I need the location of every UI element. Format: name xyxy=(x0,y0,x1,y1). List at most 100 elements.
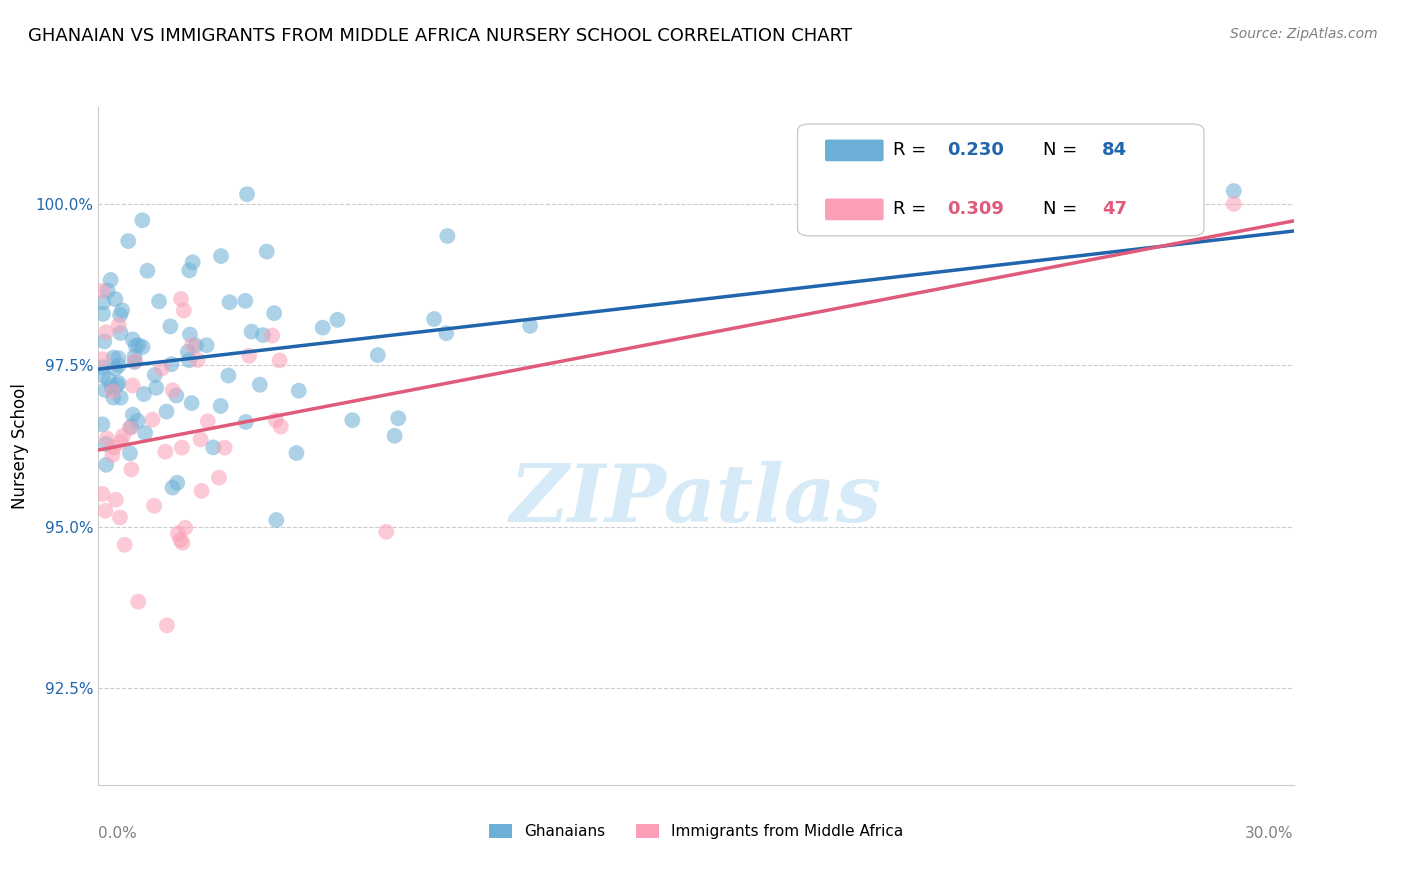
Point xyxy=(110,326,132,340)
Point xyxy=(118,421,141,435)
Point xyxy=(91,352,114,367)
Point xyxy=(436,229,458,244)
Point xyxy=(162,481,184,495)
Point xyxy=(91,368,114,383)
Point xyxy=(233,293,256,308)
Point xyxy=(159,319,181,334)
Point xyxy=(236,187,259,202)
Text: N =: N = xyxy=(1043,201,1083,219)
Text: R =: R = xyxy=(893,142,932,160)
Point xyxy=(264,413,287,427)
FancyBboxPatch shape xyxy=(825,139,883,161)
Point xyxy=(124,354,146,368)
Point xyxy=(155,404,177,418)
Point xyxy=(262,328,284,343)
Point xyxy=(181,338,204,352)
Point xyxy=(208,471,231,485)
Point xyxy=(174,521,197,535)
Point xyxy=(197,414,219,428)
Point xyxy=(160,357,183,371)
Y-axis label: Nursery School: Nursery School xyxy=(11,383,28,509)
Point xyxy=(127,414,149,428)
Point xyxy=(101,384,124,399)
Point xyxy=(94,383,117,397)
Point xyxy=(118,446,141,460)
Point xyxy=(156,618,179,632)
Point xyxy=(195,338,218,352)
Point xyxy=(108,308,131,322)
Point xyxy=(387,411,409,425)
Point xyxy=(131,340,153,354)
Text: Source: ZipAtlas.com: Source: ZipAtlas.com xyxy=(1230,27,1378,41)
Point xyxy=(94,458,117,472)
Point xyxy=(1223,197,1246,211)
Point xyxy=(111,429,134,443)
Point xyxy=(270,419,292,434)
Point xyxy=(103,391,125,405)
Point xyxy=(202,441,225,455)
Point xyxy=(172,535,194,549)
Point xyxy=(179,263,201,277)
Point xyxy=(190,433,212,447)
Point xyxy=(91,487,114,501)
Point xyxy=(105,378,128,392)
Point xyxy=(148,294,170,309)
Text: 30.0%: 30.0% xyxy=(1246,826,1294,840)
Point xyxy=(111,303,134,318)
Point xyxy=(256,244,278,259)
Point xyxy=(180,396,202,410)
Point xyxy=(124,339,146,353)
Point xyxy=(94,504,117,518)
Point xyxy=(235,415,257,429)
Point xyxy=(97,373,120,387)
Point xyxy=(91,284,114,298)
Point xyxy=(287,384,309,398)
Point xyxy=(131,213,153,227)
Point xyxy=(285,446,308,460)
Point xyxy=(96,432,118,446)
Point xyxy=(132,387,155,401)
Point xyxy=(107,318,129,333)
Point xyxy=(266,513,288,527)
Point xyxy=(103,441,125,455)
Point xyxy=(100,273,122,287)
Point xyxy=(177,344,200,359)
Point xyxy=(120,419,142,434)
Point xyxy=(93,334,115,349)
Point xyxy=(342,413,364,427)
Point xyxy=(187,353,209,368)
Point xyxy=(104,292,127,306)
Point xyxy=(238,349,260,363)
Point xyxy=(121,378,143,392)
Point xyxy=(218,295,240,310)
Point xyxy=(107,376,129,390)
Point xyxy=(184,338,207,352)
Point xyxy=(214,441,236,455)
Point xyxy=(141,412,163,426)
Point xyxy=(91,417,114,432)
Point xyxy=(173,303,195,318)
Point xyxy=(367,348,389,362)
Point xyxy=(104,361,127,376)
Point xyxy=(170,441,193,455)
Point xyxy=(91,307,114,321)
Point xyxy=(101,448,124,462)
Point xyxy=(150,361,173,376)
Point xyxy=(209,399,232,413)
Text: 0.0%: 0.0% xyxy=(98,826,138,840)
Point xyxy=(263,306,285,320)
Point xyxy=(127,595,149,609)
Point xyxy=(155,444,177,458)
Point xyxy=(104,492,127,507)
Text: 47: 47 xyxy=(1102,201,1128,219)
FancyBboxPatch shape xyxy=(825,199,883,220)
Point xyxy=(167,526,190,541)
Point xyxy=(179,327,201,342)
Point xyxy=(179,353,201,368)
Point xyxy=(103,351,125,365)
Point xyxy=(1223,184,1246,198)
Point xyxy=(134,425,156,440)
Point xyxy=(136,264,159,278)
Point xyxy=(97,284,120,298)
Point xyxy=(117,234,139,248)
